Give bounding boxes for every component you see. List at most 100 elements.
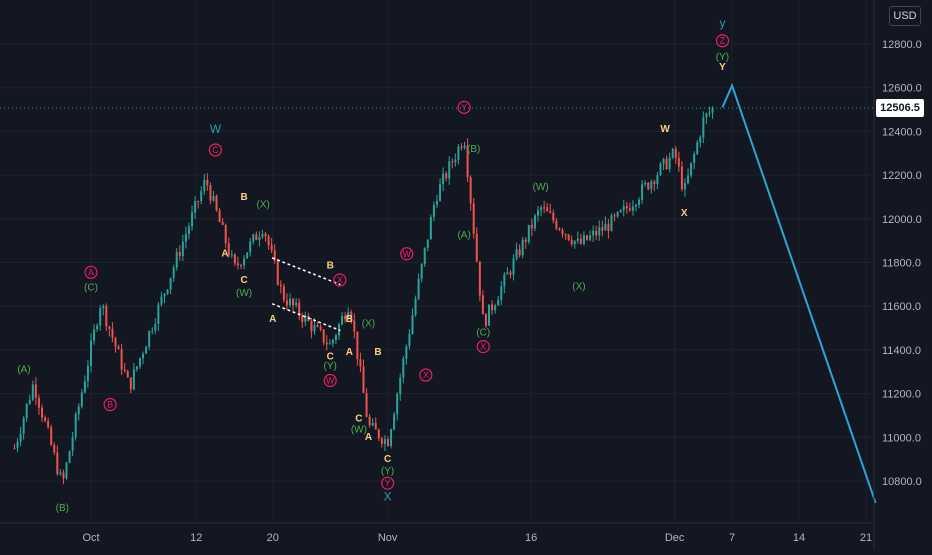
wave-label: (C): [84, 283, 98, 294]
y-tick-label: 11800.0: [882, 258, 921, 270]
candle-body: [129, 377, 132, 390]
candle-body: [83, 381, 86, 393]
candle-body: [561, 230, 564, 235]
candle-body: [524, 239, 527, 242]
candle-body: [282, 286, 285, 301]
candle-body: [50, 427, 53, 445]
candle-body: [117, 346, 120, 350]
wave-label: Y: [461, 102, 467, 112]
candle-body: [331, 339, 334, 344]
candle-body: [261, 233, 264, 237]
y-tick-label: 11600.0: [882, 301, 921, 313]
candle-body: [414, 298, 417, 316]
candle-body: [680, 166, 683, 190]
candle-body: [365, 392, 368, 417]
candle-body: [37, 397, 40, 408]
wave-label: A: [346, 347, 353, 358]
candle-body: [132, 369, 135, 390]
candle-body: [138, 358, 141, 367]
wave-label: (Y): [716, 52, 729, 63]
candle-body: [197, 201, 200, 203]
wave-label: B: [240, 192, 247, 203]
candle-body: [221, 222, 224, 225]
candle-body: [426, 239, 429, 248]
wave-label: (X): [572, 281, 585, 292]
candle-body: [399, 377, 402, 395]
candle-body: [638, 199, 641, 205]
candle-body: [65, 462, 68, 479]
candle-body: [151, 330, 154, 332]
wave-label: (X): [362, 319, 375, 330]
candle-body: [454, 159, 457, 163]
candle-body: [243, 258, 246, 266]
wave-label: Y: [719, 62, 726, 73]
candle-body: [668, 157, 671, 170]
candle-body: [442, 173, 445, 185]
candle-body: [506, 272, 509, 275]
candle-body: [533, 215, 536, 229]
wave-label: X: [480, 342, 486, 352]
candle-body: [537, 210, 540, 216]
candle-body: [662, 158, 665, 164]
candle-body: [420, 263, 423, 279]
candle-body: [494, 305, 497, 311]
wave-label: (W): [533, 182, 549, 193]
candle-body: [690, 162, 693, 176]
annotations: [0, 82, 877, 504]
candle-body: [120, 349, 123, 370]
candle-body: [628, 208, 631, 211]
candle-body: [249, 241, 252, 253]
candle-body: [264, 233, 267, 237]
candle-body: [233, 254, 236, 264]
candle-body: [377, 429, 380, 439]
candle-body: [102, 306, 105, 309]
candle-body: [653, 181, 656, 185]
candle-body: [157, 304, 160, 324]
candle-body: [359, 359, 362, 367]
x-tick-label: 20: [267, 532, 279, 544]
candle-body: [702, 117, 705, 138]
candle-body: [258, 236, 261, 241]
wave-label: C: [240, 275, 247, 286]
candle-body: [582, 235, 585, 244]
candle-body: [405, 346, 408, 359]
candle-body: [488, 304, 491, 326]
candle-body: [543, 207, 546, 209]
candle-body: [62, 472, 65, 479]
candle-body: [90, 340, 92, 366]
x-tick-label: Nov: [378, 532, 398, 544]
y-tick-label: 11200.0: [882, 389, 921, 401]
y-tick-label: 12800.0: [882, 39, 922, 51]
candle-body: [393, 414, 396, 430]
wave-label: A: [269, 314, 276, 325]
candle-body: [402, 358, 405, 378]
x-tick-label: Dec: [665, 532, 685, 544]
candle-body: [696, 142, 699, 154]
candle-body: [503, 274, 506, 287]
candle-body: [334, 335, 337, 340]
candle-body: [683, 183, 686, 190]
candle-body: [408, 333, 411, 347]
x-tick-label: 16: [525, 532, 537, 544]
candle-body: [319, 326, 322, 330]
candle-body: [647, 182, 650, 190]
candle-body: [687, 175, 690, 184]
x-tick-label: 14: [793, 532, 805, 544]
candle-body: [432, 204, 435, 218]
candle-body: [383, 439, 386, 444]
candle-body: [552, 212, 555, 221]
wave-label: C: [355, 414, 362, 425]
candle-body: [579, 238, 582, 244]
candle-body: [344, 315, 347, 320]
wave-label-circle: [476, 340, 490, 354]
candle-body: [546, 207, 549, 212]
candle-body: [56, 452, 59, 474]
candle-body: [236, 263, 239, 266]
wave-label: y: [719, 16, 725, 30]
currency-badge[interactable]: USD: [889, 6, 921, 26]
candle-body: [160, 296, 163, 305]
